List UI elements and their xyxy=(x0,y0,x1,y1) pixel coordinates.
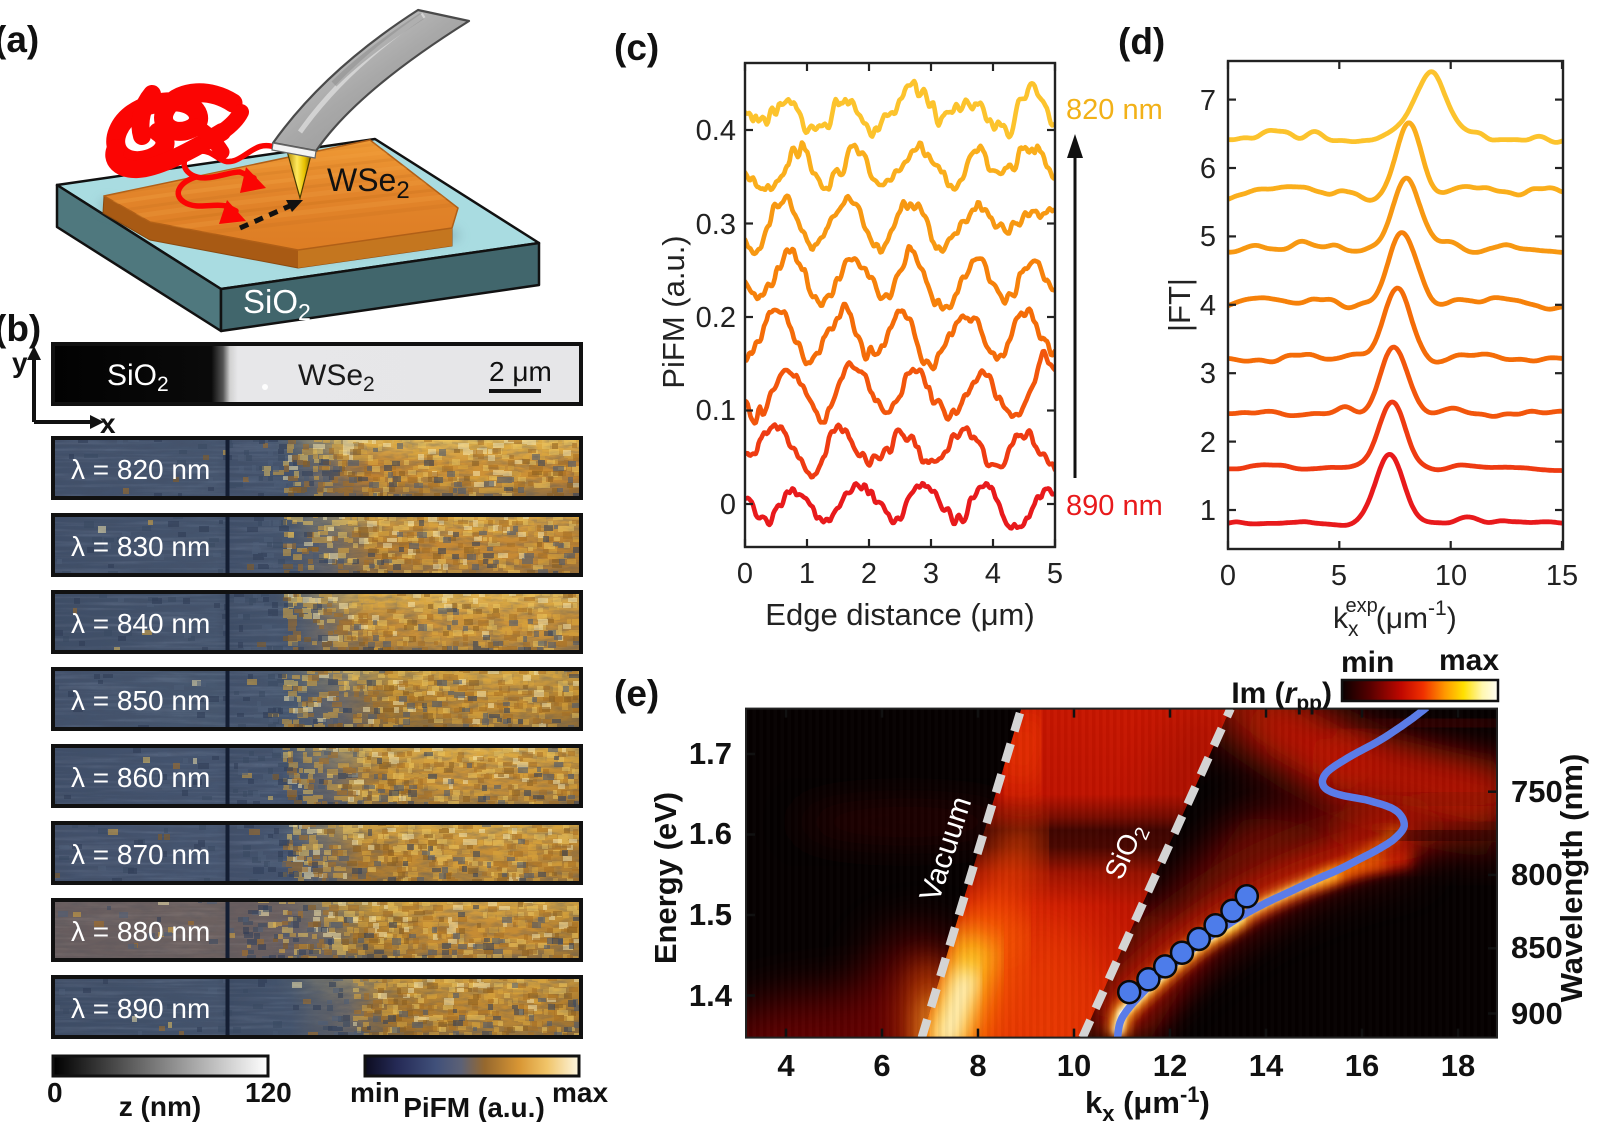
svg-text:14: 14 xyxy=(1249,1048,1284,1083)
svg-text:2: 2 xyxy=(861,558,877,590)
svg-text:0: 0 xyxy=(737,558,753,590)
svg-text:8: 8 xyxy=(969,1048,986,1083)
svg-text:0.4: 0.4 xyxy=(696,115,736,147)
svg-text:800: 800 xyxy=(1511,857,1563,892)
svg-text:2: 2 xyxy=(1200,427,1216,459)
svg-text:(b): (b) xyxy=(0,308,41,349)
svg-text:890 nm: 890 nm xyxy=(1066,490,1163,522)
svg-text:0: 0 xyxy=(720,489,736,521)
svg-text:|FT|: |FT| xyxy=(1162,278,1197,332)
svg-text:λ = 860 nm: λ = 860 nm xyxy=(71,762,210,793)
svg-text:λ = 870 nm: λ = 870 nm xyxy=(71,839,210,870)
svg-text:λ = 880 nm: λ = 880 nm xyxy=(71,916,210,947)
svg-text:850: 850 xyxy=(1511,930,1563,965)
svg-text:16: 16 xyxy=(1345,1048,1379,1083)
svg-text:Energy (eV): Energy (eV) xyxy=(648,792,683,964)
svg-text:1: 1 xyxy=(1200,495,1216,527)
svg-text:0.1: 0.1 xyxy=(696,395,736,427)
svg-text:λ = 890 nm: λ = 890 nm xyxy=(71,993,210,1024)
svg-text:(e): (e) xyxy=(614,673,659,714)
svg-text:120: 120 xyxy=(245,1077,292,1108)
svg-text:PiFM (a.u.): PiFM (a.u.) xyxy=(656,235,691,388)
svg-text:5: 5 xyxy=(1200,221,1216,253)
svg-text:WSe2: WSe2 xyxy=(298,359,375,396)
svg-text:(a): (a) xyxy=(0,19,39,60)
svg-text:WSe2: WSe2 xyxy=(327,162,410,204)
svg-text:(d): (d) xyxy=(1118,21,1165,62)
svg-text:3: 3 xyxy=(1200,358,1216,390)
svg-text:820 nm: 820 nm xyxy=(1066,94,1163,126)
svg-text:Edge distance (μm): Edge distance (μm) xyxy=(765,597,1034,632)
svg-text:λ = 830 nm: λ = 830 nm xyxy=(71,531,210,562)
svg-text:15: 15 xyxy=(1546,560,1578,592)
svg-text:min: min xyxy=(350,1077,400,1108)
svg-text:1.5: 1.5 xyxy=(689,897,732,932)
svg-text:1.7: 1.7 xyxy=(689,736,732,771)
svg-text:7: 7 xyxy=(1200,85,1216,117)
svg-text:4: 4 xyxy=(1200,290,1216,322)
svg-text:Wavelength (nm): Wavelength (nm) xyxy=(1554,754,1589,1003)
svg-text:x: x xyxy=(100,408,116,439)
svg-text:1.4: 1.4 xyxy=(689,978,733,1013)
svg-text:y: y xyxy=(12,347,28,378)
svg-text:750: 750 xyxy=(1511,774,1563,809)
svg-text:5: 5 xyxy=(1047,558,1063,590)
svg-text:0: 0 xyxy=(47,1077,63,1108)
svg-text:12: 12 xyxy=(1153,1048,1187,1083)
svg-text:min: min xyxy=(1341,646,1394,679)
svg-text:1.6: 1.6 xyxy=(689,816,732,851)
svg-text:0: 0 xyxy=(1220,560,1236,592)
svg-text:max: max xyxy=(1439,644,1499,677)
svg-text:900: 900 xyxy=(1511,996,1563,1031)
svg-text:6: 6 xyxy=(873,1048,890,1083)
svg-text:0.2: 0.2 xyxy=(696,302,736,334)
svg-text:3: 3 xyxy=(923,558,939,590)
svg-text:4: 4 xyxy=(777,1048,795,1083)
svg-text:(c): (c) xyxy=(614,27,659,68)
svg-text:λ = 840 nm: λ = 840 nm xyxy=(71,608,210,639)
svg-text:max: max xyxy=(552,1077,608,1108)
svg-text:PiFM (a.u.): PiFM (a.u.) xyxy=(403,1092,545,1122)
svg-text:0.3: 0.3 xyxy=(696,209,736,241)
svg-text:λ = 820 nm: λ = 820 nm xyxy=(71,454,210,485)
svg-text:λ = 850 nm: λ = 850 nm xyxy=(71,685,210,716)
svg-text:z (nm): z (nm) xyxy=(119,1091,201,1122)
svg-text:4: 4 xyxy=(985,558,1001,590)
svg-text:1: 1 xyxy=(799,558,815,590)
svg-text:2 μm: 2 μm xyxy=(489,356,552,387)
svg-text:18: 18 xyxy=(1441,1048,1475,1083)
svg-text:6: 6 xyxy=(1200,153,1216,185)
svg-text:10: 10 xyxy=(1435,560,1467,592)
svg-text:10: 10 xyxy=(1057,1048,1091,1083)
svg-text:5: 5 xyxy=(1331,560,1347,592)
